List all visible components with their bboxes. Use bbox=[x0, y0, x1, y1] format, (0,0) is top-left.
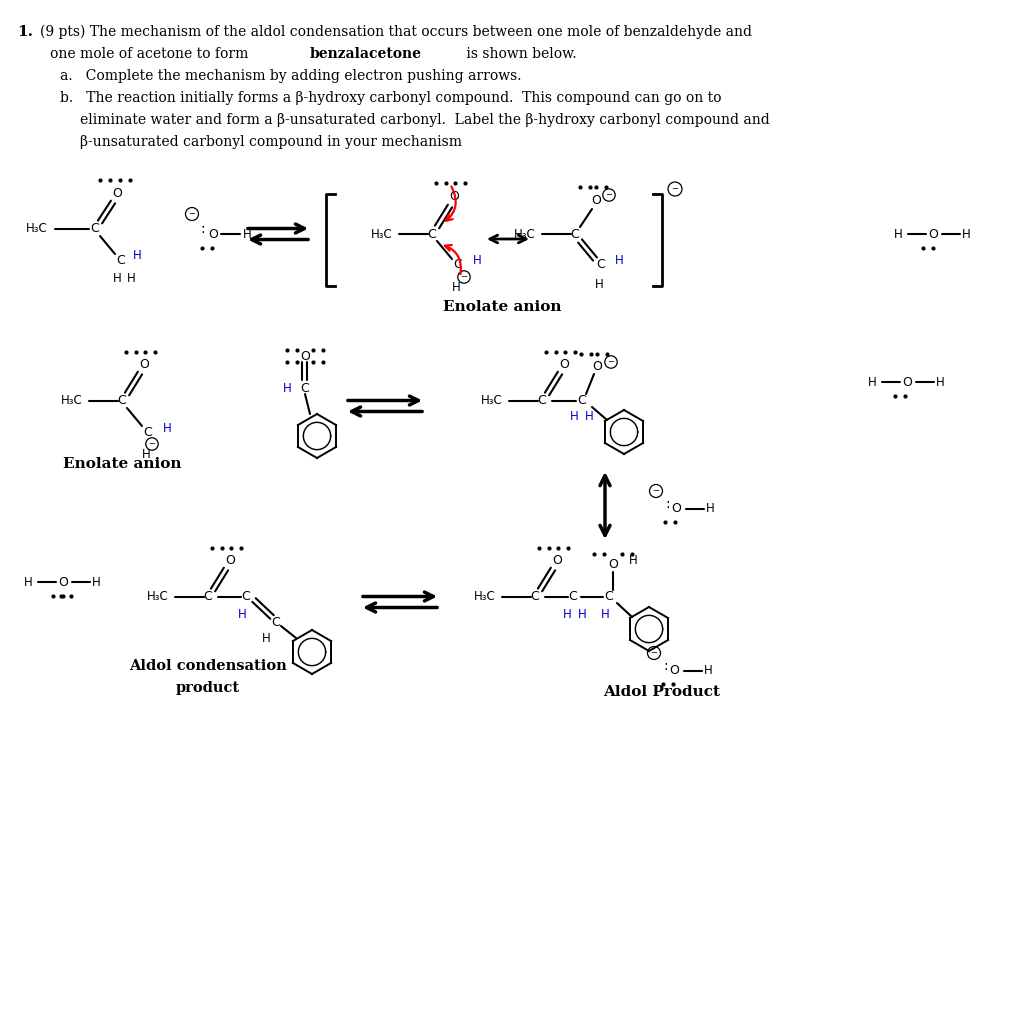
Text: H: H bbox=[141, 447, 150, 461]
Text: O: O bbox=[58, 575, 68, 589]
Text: H: H bbox=[570, 410, 578, 423]
Text: O: O bbox=[226, 555, 235, 567]
Text: H: H bbox=[113, 271, 121, 285]
Text: C: C bbox=[117, 254, 125, 266]
Text: H: H bbox=[961, 227, 970, 241]
Text: H₃C: H₃C bbox=[147, 591, 169, 603]
Text: H: H bbox=[262, 632, 270, 644]
Text: O: O bbox=[928, 227, 938, 241]
Text: Enolate anion: Enolate anion bbox=[443, 300, 561, 314]
Text: O: O bbox=[300, 349, 310, 362]
Text: :: : bbox=[663, 659, 669, 673]
Text: product: product bbox=[176, 681, 240, 695]
Text: O: O bbox=[552, 555, 562, 567]
Text: H₃C: H₃C bbox=[482, 394, 503, 408]
Text: C: C bbox=[605, 591, 614, 603]
Text: O: O bbox=[591, 195, 600, 208]
Text: H: H bbox=[163, 422, 172, 434]
Text: −: − bbox=[606, 190, 613, 199]
Text: C: C bbox=[453, 258, 462, 271]
Text: C: C bbox=[203, 591, 212, 603]
Text: C: C bbox=[90, 222, 100, 236]
Text: Enolate anion: Enolate anion bbox=[63, 457, 181, 471]
Text: O: O bbox=[671, 503, 681, 515]
Text: C: C bbox=[537, 394, 547, 408]
Text: O: O bbox=[449, 190, 459, 204]
Text: :: : bbox=[201, 222, 205, 236]
Text: one mole of acetone to form: one mole of acetone to form bbox=[50, 47, 253, 61]
Text: H₃C: H₃C bbox=[371, 227, 393, 241]
Text: 1.: 1. bbox=[17, 25, 33, 39]
Text: H: H bbox=[133, 250, 141, 262]
Text: O: O bbox=[670, 665, 679, 678]
Text: H₃C: H₃C bbox=[514, 227, 535, 241]
Text: C: C bbox=[530, 591, 539, 603]
Text: H: H bbox=[706, 503, 714, 515]
Text: eliminate water and form a β-unsaturated carbonyl.  Label the β-hydroxy carbonyl: eliminate water and form a β-unsaturated… bbox=[80, 113, 770, 127]
Text: O: O bbox=[112, 187, 122, 201]
Text: H: H bbox=[563, 608, 571, 622]
Text: Aldol Product: Aldol Product bbox=[604, 685, 720, 699]
Text: (9 pts) The mechanism of the aldol condensation that occurs between one mole of : (9 pts) The mechanism of the aldol conde… bbox=[40, 25, 752, 39]
Text: −: − bbox=[148, 439, 155, 449]
Text: H: H bbox=[600, 608, 610, 622]
Text: a.   Complete the mechanism by adding electron pushing arrows.: a. Complete the mechanism by adding elec… bbox=[60, 69, 521, 83]
Text: H: H bbox=[127, 271, 135, 285]
Text: H: H bbox=[704, 665, 712, 678]
Text: :: : bbox=[665, 497, 671, 511]
Text: H: H bbox=[578, 608, 586, 622]
Text: O: O bbox=[208, 227, 218, 241]
Text: C: C bbox=[596, 258, 606, 271]
Text: −: − bbox=[460, 272, 467, 281]
Text: H: H bbox=[615, 255, 624, 267]
Text: −: − bbox=[608, 357, 615, 366]
Text: H: H bbox=[472, 255, 482, 267]
Text: C: C bbox=[428, 227, 437, 241]
Text: H: H bbox=[936, 376, 945, 388]
Text: H: H bbox=[894, 227, 902, 241]
Text: β-unsaturated carbonyl compound in your mechanism: β-unsaturated carbonyl compound in your … bbox=[80, 135, 462, 150]
Text: −: − bbox=[189, 209, 195, 218]
Text: C: C bbox=[571, 227, 579, 241]
Text: is shown below.: is shown below. bbox=[462, 47, 577, 61]
Text: H: H bbox=[282, 382, 292, 394]
Text: H: H bbox=[584, 410, 593, 423]
Text: H₃C: H₃C bbox=[61, 394, 83, 408]
Text: O: O bbox=[592, 359, 601, 373]
Text: benzalacetone: benzalacetone bbox=[310, 47, 422, 61]
Text: H: H bbox=[91, 575, 101, 589]
Text: C: C bbox=[569, 591, 577, 603]
Text: −: − bbox=[650, 648, 657, 657]
Text: −: − bbox=[672, 184, 679, 193]
Text: O: O bbox=[139, 358, 149, 372]
Text: C: C bbox=[118, 394, 126, 408]
Text: O: O bbox=[902, 376, 912, 388]
Text: O: O bbox=[608, 557, 618, 570]
Text: H: H bbox=[868, 376, 877, 388]
Text: O: O bbox=[559, 358, 569, 372]
Text: H₃C: H₃C bbox=[474, 591, 496, 603]
Text: C: C bbox=[301, 382, 310, 394]
Text: H: H bbox=[629, 554, 637, 566]
Text: C: C bbox=[242, 591, 250, 603]
Text: −: − bbox=[652, 486, 659, 495]
Text: H₃C: H₃C bbox=[26, 222, 48, 236]
Text: H: H bbox=[594, 279, 604, 292]
Text: H: H bbox=[243, 227, 251, 241]
Text: H: H bbox=[23, 575, 33, 589]
Text: C: C bbox=[271, 615, 280, 629]
Text: b.   The reaction initially forms a β-hydroxy carbonyl compound.  This compound : b. The reaction initially forms a β-hydr… bbox=[60, 91, 721, 105]
Text: H: H bbox=[238, 608, 246, 622]
Text: Aldol condensation: Aldol condensation bbox=[129, 659, 287, 673]
Text: C: C bbox=[578, 394, 586, 408]
Text: H: H bbox=[452, 281, 460, 294]
Text: C: C bbox=[143, 426, 152, 438]
